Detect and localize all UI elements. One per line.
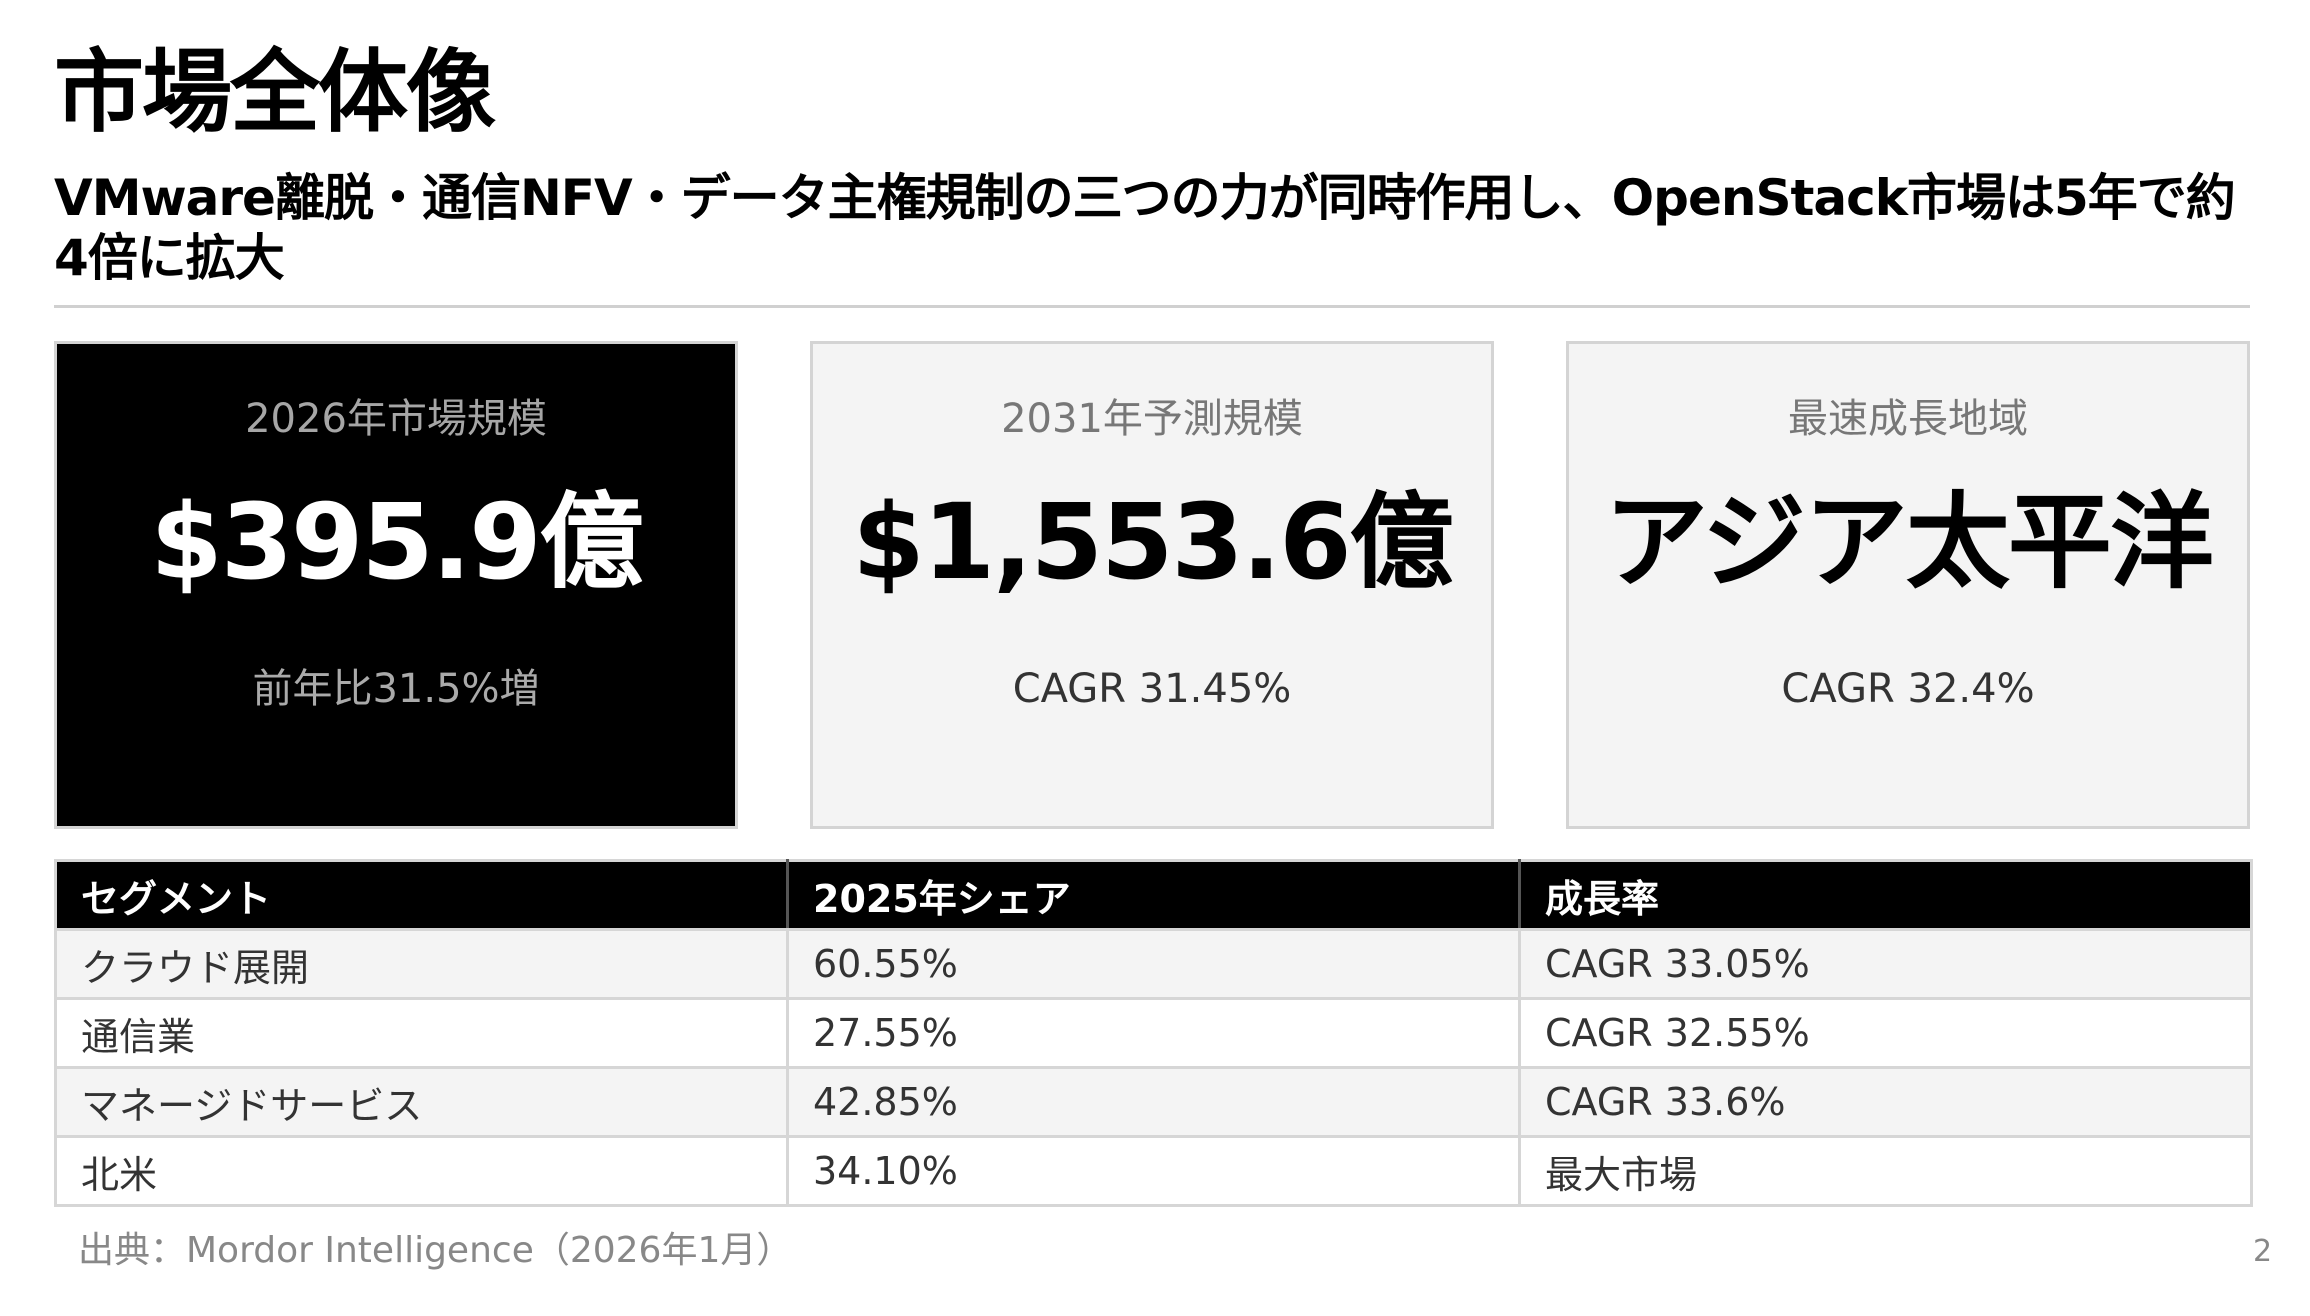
table-row: クラウド展開 60.55% CAGR 33.05% — [54, 928, 2253, 1000]
kpi-card-2026-market-size: 2026年市場規模 $395.9億 前年比31.5%増 — [54, 341, 738, 829]
cell-segment: マネージドサービス — [54, 1066, 789, 1138]
page-subtitle: VMware離脱・通信NFV・データ主権規制の三つの力が同時作用し、OpenSt… — [54, 169, 2236, 287]
column-header-segment: セグメント — [54, 859, 789, 931]
kpi-sublabel: CAGR 31.45% — [1012, 666, 1292, 712]
cell-growth: CAGR 33.6% — [1518, 1066, 2253, 1138]
kpi-value: $1,553.6億 — [852, 481, 1453, 603]
column-header-share-2025: 2025年シェア — [786, 859, 1521, 931]
table-row: 通信業 27.55% CAGR 32.55% — [54, 997, 2253, 1069]
cell-share: 34.10% — [786, 1135, 1521, 1207]
kpi-value: $395.9億 — [150, 481, 643, 603]
cell-segment: 通信業 — [54, 997, 789, 1069]
cell-growth: CAGR 33.05% — [1518, 928, 2253, 1000]
cell-segment: クラウド展開 — [54, 928, 789, 1000]
cell-segment: 北米 — [54, 1135, 789, 1207]
cell-growth: 最大市場 — [1518, 1135, 2253, 1207]
segment-table: セグメント 2025年シェア 成長率 クラウド展開 60.55% CAGR 33… — [54, 859, 2253, 1207]
kpi-sublabel: CAGR 32.4% — [1781, 666, 2035, 712]
kpi-label: 2026年市場規模 — [245, 396, 547, 442]
table-header-row: セグメント 2025年シェア 成長率 — [54, 859, 2253, 931]
cell-share: 42.85% — [786, 1066, 1521, 1138]
kpi-card-2031-forecast: 2031年予測規模 $1,553.6億 CAGR 31.45% — [810, 341, 1494, 829]
cell-growth: CAGR 32.55% — [1518, 997, 2253, 1069]
kpi-value: アジア太平洋 — [1604, 481, 2214, 603]
kpi-card-fastest-region: 最速成長地域 アジア太平洋 CAGR 32.4% — [1566, 341, 2250, 829]
kpi-label: 2031年予測規模 — [1001, 396, 1303, 442]
page-title: 市場全体像 — [54, 40, 496, 145]
table-row: マネージドサービス 42.85% CAGR 33.6% — [54, 1066, 2253, 1138]
source-citation: 出典：Mordor Intelligence（2026年1月） — [78, 1230, 793, 1271]
column-header-growth-rate: 成長率 — [1518, 859, 2253, 931]
cell-share: 27.55% — [786, 997, 1521, 1069]
cell-share: 60.55% — [786, 928, 1521, 1000]
kpi-sublabel: 前年比31.5%増 — [252, 666, 540, 712]
header-divider — [54, 305, 2250, 308]
page-number: 2 — [2253, 1234, 2273, 1269]
table-row: 北米 34.10% 最大市場 — [54, 1135, 2253, 1207]
kpi-label: 最速成長地域 — [1788, 396, 2028, 442]
